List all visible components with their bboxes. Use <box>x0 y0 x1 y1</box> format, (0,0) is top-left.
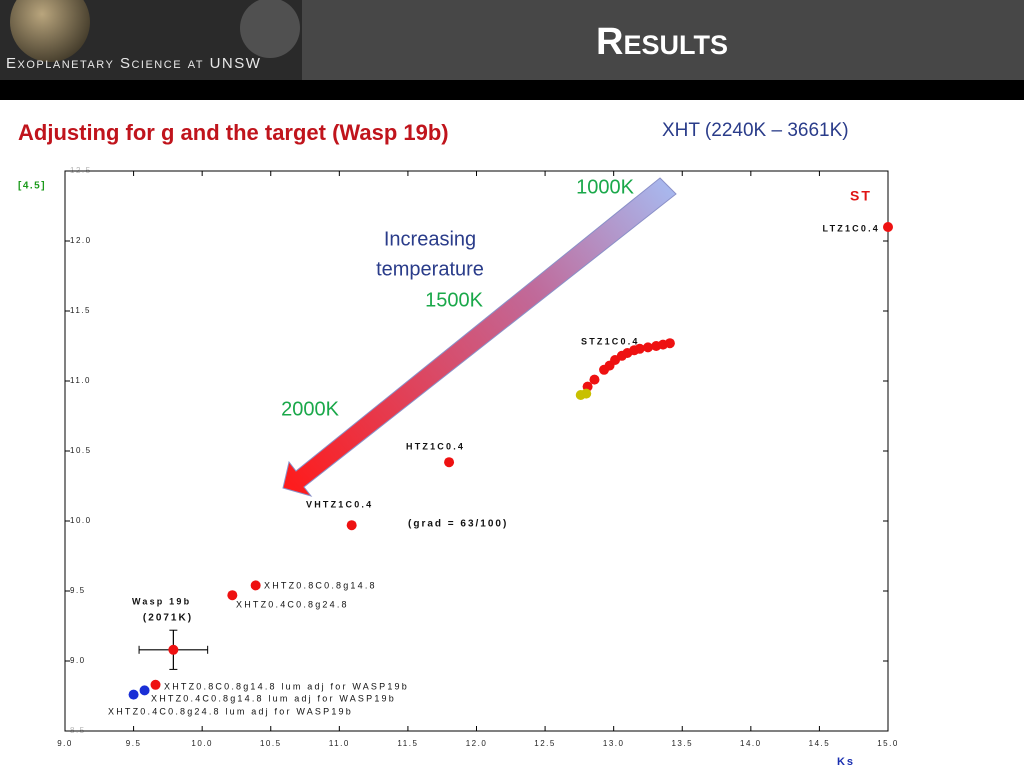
annotation: temperature <box>376 258 484 280</box>
plot-frame <box>64 170 889 732</box>
data-point <box>883 222 893 232</box>
point-label: VHTZ1C0.4 <box>306 499 373 509</box>
x-tick-label: 11.5 <box>397 739 418 748</box>
slide-title: Results <box>596 21 728 63</box>
annotation: 2000K <box>281 398 339 420</box>
data-point <box>634 343 645 354</box>
y-tick-label: 10.5 <box>70 446 92 455</box>
point-label: HTZ1C0.4 <box>406 441 465 451</box>
x-tick-label: 11.0 <box>329 739 350 748</box>
y-tick-label: 12.0 <box>70 236 92 245</box>
x-tick-label: 14.0 <box>740 739 762 748</box>
x-tick-label: 15.0 <box>877 739 899 748</box>
data-point <box>589 374 600 385</box>
y-tick-label: 9.0 <box>70 656 86 665</box>
annotation: 1000K <box>576 176 634 198</box>
logo-text: Exoplanetary Science at UNSW <box>6 55 261 72</box>
data-point <box>168 644 179 655</box>
annotation: ST <box>850 188 872 204</box>
data-point <box>444 457 455 468</box>
temperature-arrow <box>282 177 677 497</box>
subtitle: Adjusting for g and the target (Wasp 19b… <box>18 120 449 145</box>
y-tick-label: 10.0 <box>70 516 92 525</box>
data-point <box>227 590 238 601</box>
y-tick-label: 12.5 <box>70 166 92 175</box>
x-tick-label: 10.0 <box>191 739 213 748</box>
point-label: STZ1C0.4 <box>581 336 640 346</box>
data-point <box>346 520 357 531</box>
point-label: XHTZ0.8C0.8g14.8 <box>264 580 377 590</box>
y-tick-label: 9.5 <box>70 586 86 595</box>
point-label: XHTZ0.4C0.8g14.8 lum adj for WASP19b <box>151 693 396 703</box>
annotation: (2071K) <box>143 613 193 624</box>
x-tick-label: 13.5 <box>671 739 693 748</box>
x-tick-label: 10.5 <box>260 739 282 748</box>
header-rule <box>0 80 1024 100</box>
x-tick-label: 9.0 <box>57 739 73 748</box>
y-axis-label: [4.5] <box>18 181 46 192</box>
data-point <box>581 388 592 399</box>
point-label: XHTZ0.4C0.8g24.8 lum adj for WASP19b <box>108 706 353 716</box>
x-tick-label: 12.0 <box>466 739 488 748</box>
x-tick-label: 13.0 <box>603 739 625 748</box>
annotation: 1500K <box>425 289 483 311</box>
y-tick-label: 8.5 <box>70 726 86 735</box>
data-point <box>128 689 139 700</box>
data-point <box>250 580 261 591</box>
x-axis-label: Ks <box>837 756 855 768</box>
point-label: LTZ1C0.4 <box>823 223 880 233</box>
x-tick-label: 14.5 <box>809 739 831 748</box>
y-tick-label: 11.5 <box>70 306 91 315</box>
logo-planet <box>240 0 300 58</box>
data-point <box>150 679 161 690</box>
data-point <box>642 342 653 353</box>
logo-planet <box>10 0 90 62</box>
point-label: XHTZ0.8C0.8g14.8 lum adj for WASP19b <box>164 681 409 691</box>
annotation: Increasing <box>384 228 476 250</box>
point-label: Wasp 19b <box>132 596 191 606</box>
data-point <box>664 338 675 349</box>
data-point <box>139 685 150 696</box>
y-tick-label: 11.0 <box>70 376 91 385</box>
x-tick-label: 12.5 <box>534 739 556 748</box>
point-label: XHTZ0.4C0.8g24.8 <box>236 599 349 609</box>
range-note: XHT (2240K – 3661K) <box>662 120 849 141</box>
x-tick-label: 9.5 <box>126 739 142 748</box>
annotation: (grad = 63/100) <box>408 519 508 530</box>
